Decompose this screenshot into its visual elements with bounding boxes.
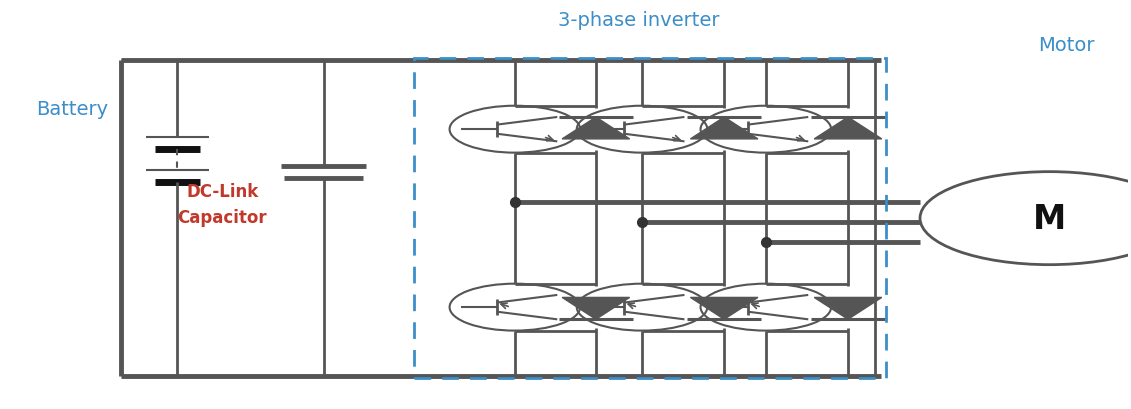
Text: 3-phase inverter: 3-phase inverter [558,11,719,30]
Bar [414,59,887,378]
Polygon shape [814,298,882,319]
Circle shape [920,172,1131,265]
Polygon shape [562,298,630,319]
Text: Battery: Battery [36,100,109,119]
Polygon shape [690,298,758,319]
Polygon shape [562,118,630,139]
Polygon shape [814,118,882,139]
Text: Motor: Motor [1038,36,1095,55]
Polygon shape [690,118,758,139]
Text: DC-Link
Capacitor: DC-Link Capacitor [178,182,267,227]
Text: M: M [1033,202,1067,235]
